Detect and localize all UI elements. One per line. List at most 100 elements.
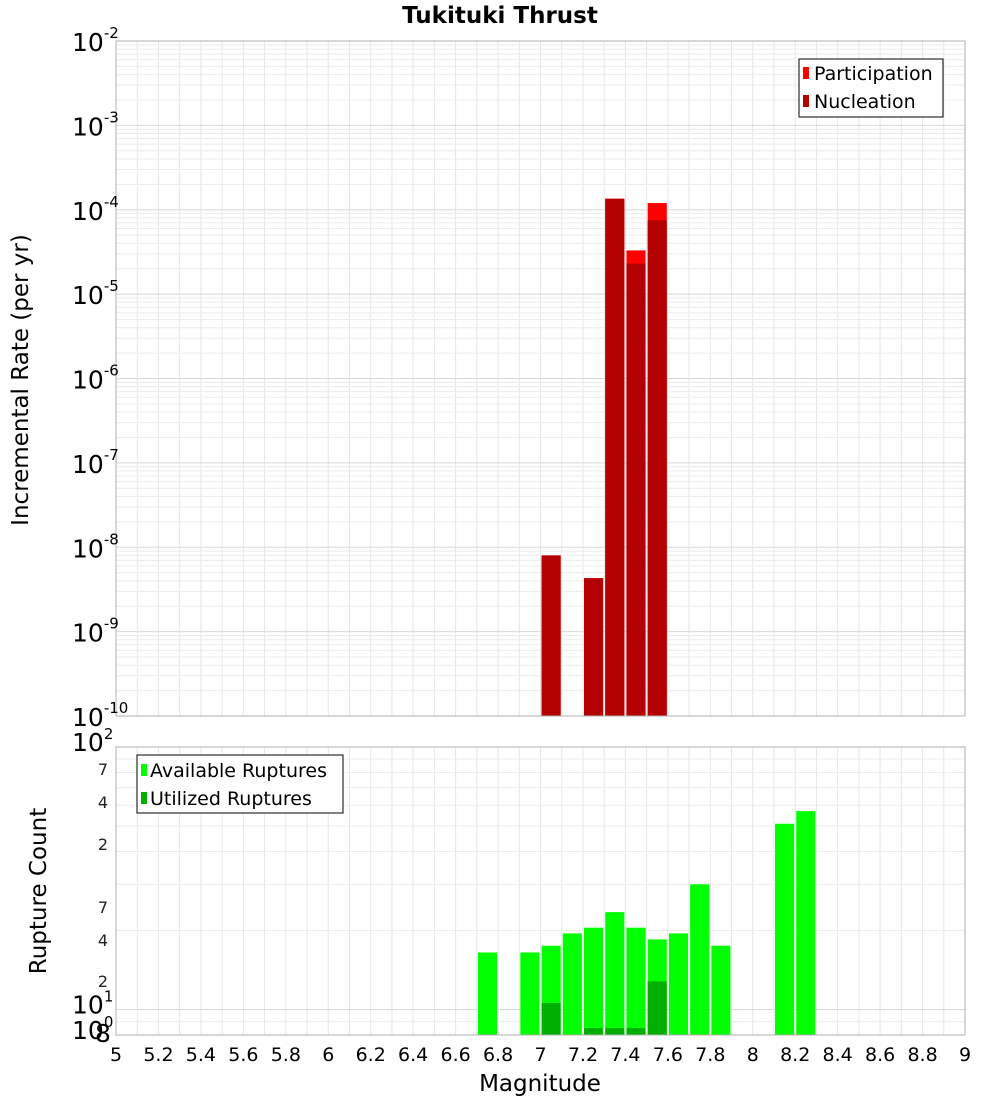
- bottom-y-major-label: 101: [72, 988, 113, 1020]
- x-tick-label: 8: [747, 1044, 759, 1066]
- bottom-y-major-label: 102: [72, 725, 113, 757]
- top-y-tick-exponent: -10: [104, 699, 129, 717]
- bottom-plot-frame: [115, 746, 966, 1036]
- x-tick-label: 7: [534, 1044, 546, 1066]
- bottom-y-major-base: 10: [72, 728, 104, 757]
- x-tick-label: 5.4: [186, 1044, 216, 1066]
- top-y-tick-exponent: -6: [104, 362, 119, 380]
- x-tick-label: 5.2: [143, 1044, 173, 1066]
- top-y-tick-base: 10: [72, 112, 104, 141]
- top-y-tick-exponent: -3: [104, 108, 119, 126]
- bottom-legend-swatch: [141, 792, 147, 804]
- x-axis-title: Magnitude: [479, 1071, 601, 1097]
- top-grid: [115, 41, 966, 717]
- x-tick-label: 5.6: [228, 1044, 258, 1066]
- bottom-y-minor-label: 2: [98, 972, 108, 991]
- top-legend-label: Nucleation: [814, 91, 916, 113]
- x-tick-label: 8.2: [780, 1044, 810, 1066]
- x-tick-label: 6.8: [483, 1044, 513, 1066]
- top-y-tick-base: 10: [72, 197, 104, 226]
- top-y-tick-base: 10: [72, 450, 104, 479]
- x-ticks: 5 5.2 5.4 5.6 5.8 6 6.2 6.4 6.6 6.8 7 7.2 7.4 7.6 7.8 8…: [110, 1044, 971, 1066]
- top-y-tick-label: 10-5: [72, 277, 119, 310]
- top-y-tick-label: 10-9: [72, 615, 119, 648]
- x-tick-label: 5.8: [271, 1044, 301, 1066]
- chart-title: Tukituki Thrust: [402, 3, 598, 29]
- x-tick-label: 6: [322, 1044, 334, 1066]
- bottom-bars: [477, 811, 816, 1035]
- top-bars: [541, 198, 667, 717]
- bottom-legend-label: Utilized Ruptures: [150, 788, 312, 810]
- available-ruptures-bar: [626, 927, 646, 1035]
- bottom-y-axis-title: Rupture Count: [26, 808, 52, 974]
- utilized-ruptures-bar: [626, 1028, 646, 1035]
- top-y-tick-label: 10-3: [72, 108, 119, 141]
- top-y-tick-base: 10: [72, 28, 104, 57]
- available-ruptures-bar: [584, 927, 604, 1035]
- bottom-y-minor-label: 7: [98, 760, 108, 779]
- bottom-y-major-base: 10: [72, 1016, 104, 1045]
- x-tick-label: 6.6: [440, 1044, 470, 1066]
- top-y-tick-exponent: -4: [104, 193, 119, 211]
- top-legend-swatch: [803, 95, 809, 107]
- nucleation-bar: [605, 198, 625, 717]
- available-ruptures-bar: [477, 952, 497, 1035]
- bottom-legend-swatch: [141, 764, 147, 776]
- bottom-y-minor-label: 2: [98, 835, 108, 854]
- x-tick-label: 6.4: [398, 1044, 428, 1066]
- nucleation-bar: [647, 220, 667, 717]
- bottom-y-minor-label: 8: [95, 1019, 111, 1048]
- top-y-tick-base: 10: [72, 703, 104, 732]
- top-y-tick-exponent: -5: [104, 277, 119, 295]
- top-y-tick-base: 10: [72, 281, 104, 310]
- top-y-axis-title: Incremental Rate (per yr): [8, 234, 34, 526]
- top-y-tick-label: 10-10: [72, 699, 128, 732]
- bottom-y-major-exponent: 0: [104, 1013, 114, 1031]
- top-y-tick-exponent: -8: [104, 530, 119, 548]
- top-y-tick-label: 10-2: [72, 24, 119, 57]
- x-tick-label: 8.6: [865, 1044, 895, 1066]
- top-plot-frame: [115, 40, 966, 717]
- bottom-y-major-exponent: 1: [104, 988, 114, 1006]
- nucleation-bar: [584, 578, 604, 716]
- nucleation-bar: [626, 263, 646, 716]
- top-legend-box: [798, 58, 944, 118]
- available-ruptures-bar: [796, 811, 816, 1035]
- top-legend-swatch: [803, 67, 809, 79]
- top-y-tick-exponent: -7: [104, 446, 119, 464]
- top-panel: Tukituki Thrust10-1010-910-810-710-610-5…: [8, 3, 966, 732]
- top-y-tick-exponent: -2: [104, 24, 119, 42]
- bottom-y-minor-label: 7: [98, 898, 108, 917]
- top-legend-label: Participation: [814, 63, 933, 85]
- available-ruptures-bar: [520, 952, 540, 1035]
- available-ruptures-bar: [605, 912, 625, 1035]
- top-y-tick-label: 10-7: [72, 446, 119, 479]
- available-ruptures-bar: [562, 933, 582, 1035]
- bottom-y-major-base: 10: [72, 991, 104, 1020]
- bottom-y-major-label: 100: [72, 1013, 113, 1045]
- x-tick-label: 8.4: [823, 1044, 853, 1066]
- top-y-tick-label: 10-6: [72, 362, 119, 395]
- top-y-tick-base: 10: [72, 534, 104, 563]
- nucleation-bar: [541, 555, 561, 716]
- utilized-ruptures-bar: [584, 1028, 604, 1035]
- bottom-legend-box: [136, 754, 344, 814]
- x-tick-label: 7.8: [695, 1044, 725, 1066]
- x-tick-label: 8.8: [907, 1044, 937, 1066]
- bottom-legend: Available Ruptures Utilized Ruptures: [136, 754, 344, 814]
- x-tick-label: 6.2: [356, 1044, 386, 1066]
- x-tick-label: 7.6: [653, 1044, 683, 1066]
- top-legend: Participation Nucleation: [798, 58, 944, 118]
- x-tick-label: 5: [110, 1044, 122, 1066]
- available-ruptures-bar: [668, 933, 689, 1035]
- top-y-tick-base: 10: [72, 619, 104, 648]
- available-ruptures-bar: [775, 823, 795, 1035]
- utilized-ruptures-bar: [605, 1028, 625, 1035]
- utilized-ruptures-bar: [541, 1002, 561, 1035]
- x-tick-label: 7.2: [568, 1044, 598, 1066]
- x-tick-label: 9: [959, 1044, 971, 1066]
